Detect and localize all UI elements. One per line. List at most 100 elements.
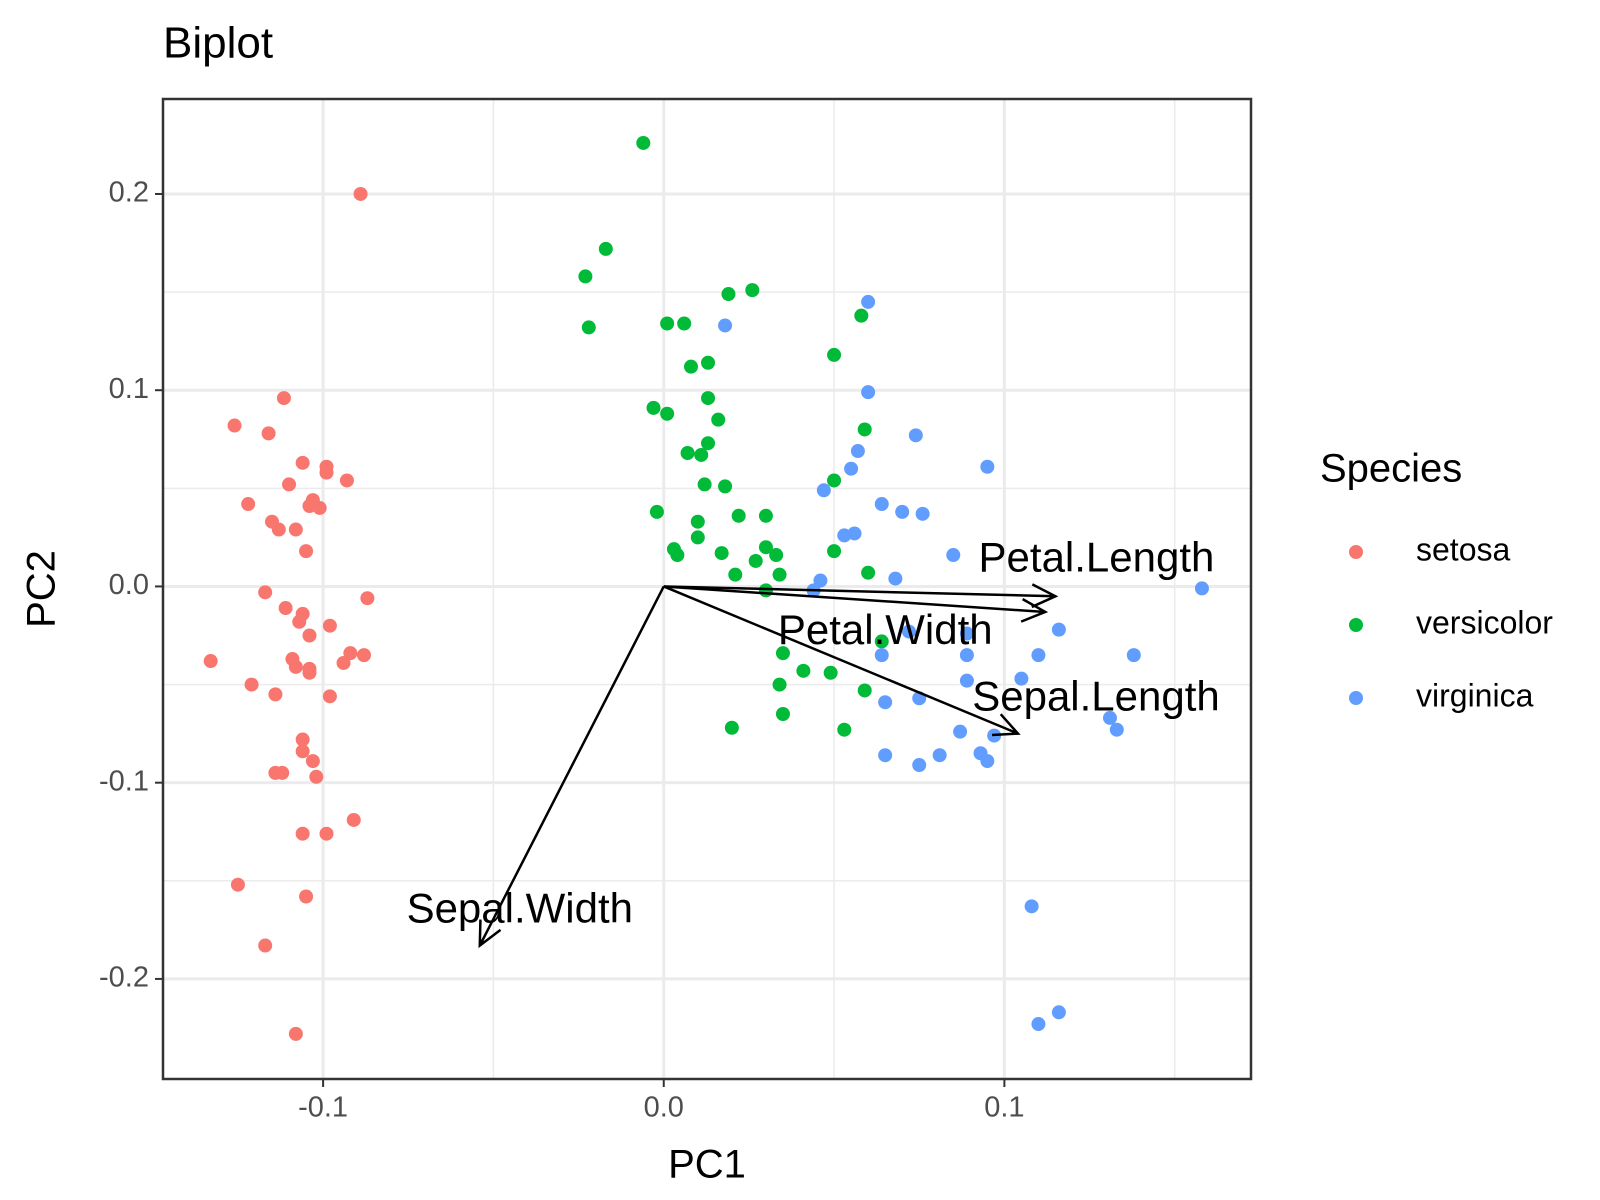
point [636, 135, 651, 150]
point [816, 483, 831, 498]
point [724, 720, 739, 735]
point [677, 316, 692, 331]
point [288, 659, 303, 674]
point [1126, 648, 1141, 663]
legend-marker [1349, 618, 1363, 632]
point [861, 385, 876, 400]
point [1109, 722, 1124, 737]
point [959, 626, 974, 641]
point [319, 826, 334, 841]
point [748, 553, 763, 568]
point [322, 618, 337, 633]
point [837, 722, 852, 737]
point [680, 446, 695, 461]
point [1031, 1017, 1046, 1032]
point [874, 497, 889, 512]
point [203, 654, 218, 669]
point [813, 573, 828, 588]
point [346, 812, 361, 827]
point [299, 889, 314, 904]
point [299, 544, 314, 559]
point [578, 269, 593, 284]
point [690, 514, 705, 529]
point [322, 689, 337, 704]
point [268, 687, 283, 702]
point [1051, 1005, 1066, 1020]
point [683, 359, 698, 374]
point [1014, 671, 1029, 686]
series-group [718, 294, 1209, 1032]
point [244, 677, 259, 692]
point [701, 355, 716, 370]
point [775, 707, 790, 722]
loading-label: Petal.Length [979, 533, 1215, 580]
point [728, 567, 743, 582]
point [261, 426, 276, 441]
point [959, 673, 974, 688]
point [745, 283, 760, 298]
point [339, 473, 354, 488]
point [230, 877, 245, 892]
plot-border [161, 97, 1253, 1081]
point [292, 614, 307, 629]
point [649, 504, 664, 519]
loading-arrow [663, 583, 1059, 609]
y-tick-label: -0.1 [99, 765, 149, 797]
point [282, 477, 297, 492]
point [295, 826, 310, 841]
point [888, 571, 903, 586]
series-group [203, 186, 375, 1041]
point [1051, 622, 1066, 637]
point [701, 436, 716, 451]
point [827, 347, 842, 362]
point [288, 522, 303, 537]
x-tick-label: 0.0 [644, 1092, 684, 1124]
loading-arrow [478, 585, 665, 949]
point [356, 648, 371, 663]
loading-label: Sepal.Length [972, 673, 1220, 720]
point [701, 391, 716, 406]
point [915, 506, 930, 521]
point [874, 634, 889, 649]
legend-label: setosa [1416, 531, 1510, 567]
point [857, 683, 872, 698]
point [258, 585, 273, 600]
point [343, 646, 358, 661]
point [861, 565, 876, 580]
loading-label: Sepal.Width [407, 885, 633, 932]
point [980, 459, 995, 474]
point [758, 508, 773, 523]
point [769, 548, 784, 563]
point [953, 724, 968, 739]
point [278, 601, 293, 616]
point [827, 473, 842, 488]
y-tick-label: 0.0 [109, 569, 149, 601]
point [861, 294, 876, 309]
series-group [578, 135, 889, 737]
point [275, 765, 290, 780]
point [227, 418, 242, 433]
y-axis-title: PC2 [20, 550, 64, 628]
point [959, 648, 974, 663]
point [796, 663, 811, 678]
point [721, 287, 736, 302]
point [646, 400, 661, 415]
x-axis-title: PC1 [668, 1143, 746, 1187]
point [878, 748, 893, 763]
legend-marker [1349, 691, 1363, 705]
point [336, 655, 351, 670]
point [360, 591, 375, 606]
point [302, 665, 317, 680]
point [295, 455, 310, 470]
point [295, 744, 310, 759]
point [901, 624, 916, 639]
point [598, 241, 613, 256]
point [854, 308, 869, 323]
point [878, 695, 893, 710]
point [1194, 581, 1209, 596]
point [276, 391, 291, 406]
point [837, 528, 852, 543]
point [258, 938, 273, 953]
point [241, 497, 256, 512]
